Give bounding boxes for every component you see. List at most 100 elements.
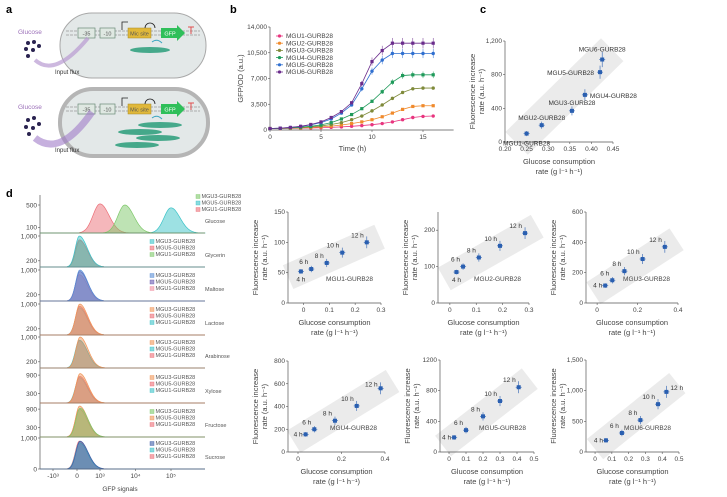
data-point xyxy=(370,118,374,122)
legend-swatch xyxy=(149,353,155,358)
y-tick-label: 10,500 xyxy=(247,50,267,57)
data-point xyxy=(411,87,415,91)
panel-e6-chart: 0 500 1,000 1,500 0 0.1 0.2 0.3 0.4 0.5 Glucose co… xyxy=(549,357,686,486)
point-label: MGU2-GURB28 xyxy=(518,115,565,122)
data-point xyxy=(339,110,343,114)
legend-marker xyxy=(277,63,282,67)
point-label: 8 h xyxy=(612,261,621,268)
legend-swatch xyxy=(149,454,155,459)
x-axis-label: Glucose consumption xyxy=(596,467,668,476)
data-point xyxy=(360,123,364,128)
x-tick-label: 0.1 xyxy=(325,307,334,314)
y-tick-label: 0 xyxy=(431,300,435,307)
data-point xyxy=(370,109,374,113)
data-point xyxy=(610,278,615,283)
strain-label: MGU5-GURB28 xyxy=(479,425,526,432)
minus10-label: -10 xyxy=(104,108,112,114)
data-point xyxy=(303,432,308,437)
legend-swatch xyxy=(149,346,155,352)
x-tick-label: 0.20 xyxy=(499,146,512,153)
terminator-icon xyxy=(188,26,194,34)
x-tick-label: 10³ xyxy=(95,473,105,480)
y-tick-label: 400 xyxy=(426,418,437,425)
x-tick-label: 0.1 xyxy=(461,456,470,463)
panel-label-b: b xyxy=(230,4,237,16)
x-axis-label: GFP signals xyxy=(102,486,138,493)
legend-swatch xyxy=(149,307,155,312)
point-label: 10 h xyxy=(627,249,640,256)
x-tick-label: 0.2 xyxy=(498,307,507,314)
data-point xyxy=(431,86,435,90)
data-point xyxy=(370,69,374,73)
x-tick-label: 10⁵ xyxy=(166,473,176,480)
mic-site-label: Mic site xyxy=(130,108,149,114)
gfp-protein-cluster xyxy=(130,47,170,53)
y-axis-label: Fluorescence increase xyxy=(251,369,260,444)
y-tick-label: 0 xyxy=(579,300,583,307)
data-point xyxy=(421,114,425,119)
legend-label: MGU1-GURB28 xyxy=(156,353,196,359)
y-tick-label: 300 xyxy=(26,391,37,398)
x-tick-label: 0 xyxy=(302,307,306,314)
data-point xyxy=(411,41,415,45)
y-axis-label: Fluorescence increase xyxy=(468,54,477,129)
point-label: 12 h xyxy=(365,381,378,388)
legend-label: MGU5-GURB28 xyxy=(156,448,196,454)
x-tick-label: 0 xyxy=(593,456,597,463)
x-tick-label: 0.1 xyxy=(607,456,616,463)
legend-label: MGU3-GURB28 xyxy=(286,48,333,55)
data-point xyxy=(339,123,343,127)
x-tick-label: 0.3 xyxy=(376,307,385,314)
y-axis-label: rate (a.u. h⁻¹) xyxy=(260,234,269,280)
data-point xyxy=(339,120,344,125)
y-tick-label: 50 xyxy=(278,270,286,277)
point-label: 4 h xyxy=(594,437,603,444)
x-tick-label: 10⁴ xyxy=(130,473,140,480)
legend-marker xyxy=(277,41,282,45)
data-point xyxy=(329,121,333,125)
data-point xyxy=(421,41,425,45)
x-tick-label: 0 xyxy=(268,134,272,141)
data-point xyxy=(582,92,587,97)
point-label: 10 h xyxy=(642,394,655,401)
legend-marker xyxy=(277,34,282,38)
data-point xyxy=(390,120,395,124)
x-tick-label: 10 xyxy=(368,134,376,141)
point-label: 8 h xyxy=(467,248,476,255)
glucose-molecules-icon xyxy=(24,40,41,58)
legend-label: MGU1-GURB28 xyxy=(156,388,196,394)
trend-band xyxy=(586,372,686,460)
y-tick-label: 200 xyxy=(26,258,37,265)
data-point xyxy=(400,51,405,56)
data-point xyxy=(401,107,405,111)
trend-band xyxy=(437,214,544,291)
point-label: 6 h xyxy=(451,257,460,264)
data-point xyxy=(539,123,544,128)
cell-low-flux: -35 -10 Mic site GFP Glucose Input flux xyxy=(18,12,207,79)
data-point xyxy=(278,126,282,130)
point-label: 6 h xyxy=(454,420,463,427)
x-tick-label: 0 xyxy=(296,456,300,463)
y-tick-label: 400 xyxy=(491,105,502,112)
point-label: 4 h xyxy=(296,276,305,283)
data-point xyxy=(309,122,313,127)
legend-swatch xyxy=(149,286,155,291)
legend-label: MGU6-GURB28 xyxy=(286,69,333,76)
point-label: MGU3-GURB28 xyxy=(548,100,595,107)
mic-site-label: Mic site xyxy=(130,32,149,38)
legend-label: MGU1-GURB28 xyxy=(156,422,196,428)
mic-site-box xyxy=(127,103,152,115)
point-label: 6 h xyxy=(610,423,619,430)
data-point xyxy=(360,114,364,118)
data-point xyxy=(664,389,669,394)
x-tick-label: 0 xyxy=(595,307,599,314)
x-tick-label: 0.3 xyxy=(641,456,650,463)
data-point xyxy=(298,269,303,274)
data-point xyxy=(309,267,314,272)
legend-swatch xyxy=(149,313,155,319)
data-point xyxy=(360,82,364,86)
condition-label: Fructose xyxy=(205,423,226,429)
